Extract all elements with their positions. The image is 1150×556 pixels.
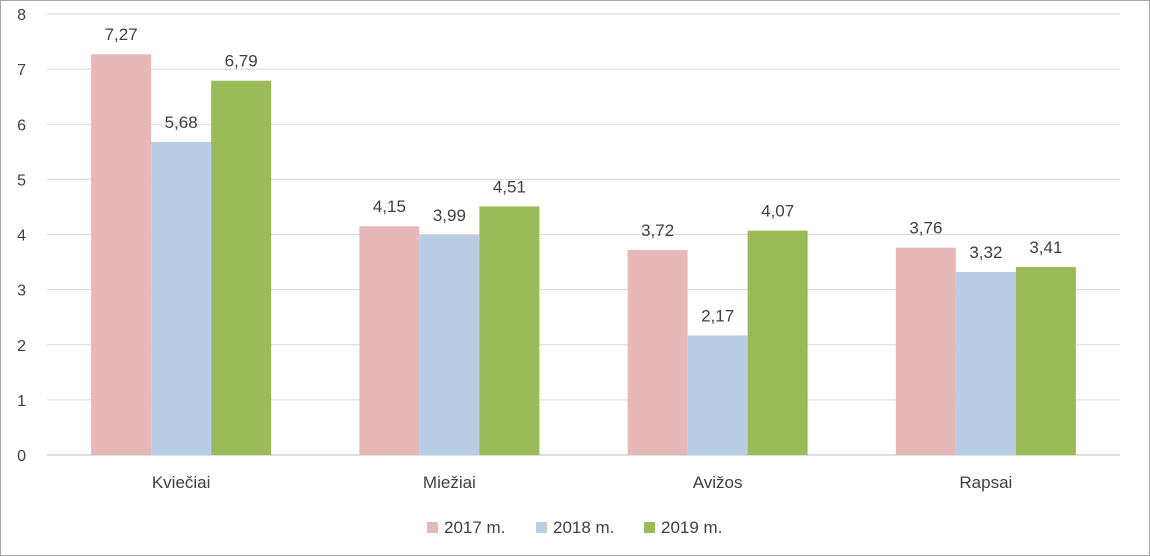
y-tick-label: 1 bbox=[17, 393, 26, 410]
bars: 7,27 5,68 6,79 4,15 3,99 4,51 3,72 2,17 4,07 3,76… bbox=[91, 25, 1076, 456]
category-label: Kviečiai bbox=[152, 473, 211, 492]
y-tick-label: 0 bbox=[17, 448, 26, 465]
y-tick-label: 4 bbox=[17, 228, 26, 245]
legend-label: 2018 m. bbox=[553, 518, 614, 537]
legend-label: 2017 m. bbox=[444, 518, 505, 537]
category-label: Avižos bbox=[693, 473, 743, 492]
data-label: 4,15 bbox=[373, 197, 406, 216]
bar-2018-m-1 bbox=[151, 141, 212, 455]
bar-2017-m-3 bbox=[627, 249, 688, 455]
y-tick-label: 7 bbox=[17, 62, 26, 79]
data-label: 3,99 bbox=[433, 206, 466, 225]
legend-swatch bbox=[536, 522, 547, 533]
bar-2019-m-3 bbox=[747, 230, 808, 455]
y-tick-label: 5 bbox=[17, 172, 26, 189]
data-label: 6,79 bbox=[225, 52, 258, 71]
y-tick-label: 3 bbox=[17, 283, 26, 300]
data-label: 7,27 bbox=[105, 25, 138, 44]
bar-2019-m-4 bbox=[1015, 267, 1076, 455]
data-label: 5,68 bbox=[165, 113, 198, 132]
y-axis: 0 1 2 3 4 5 6 7 8 bbox=[17, 7, 26, 465]
legend-swatch bbox=[644, 522, 655, 533]
bar-2017-m-1 bbox=[91, 54, 152, 456]
data-label: 4,51 bbox=[493, 177, 526, 196]
bar-2018-m-4 bbox=[955, 271, 1016, 455]
data-label: 2,17 bbox=[701, 306, 734, 325]
category-label: Rapsai bbox=[959, 473, 1012, 492]
category-label: Miežiai bbox=[423, 473, 476, 492]
bar-2017-m-4 bbox=[895, 247, 956, 455]
legend-swatch bbox=[427, 522, 438, 533]
data-label: 3,41 bbox=[1029, 238, 1062, 257]
x-axis: Kviečiai Miežiai Avižos Rapsai bbox=[152, 473, 1013, 492]
bar-2019-m-2 bbox=[479, 206, 540, 455]
data-label: 3,32 bbox=[969, 243, 1002, 262]
legend: 2017 m. 2018 m. 2019 m. bbox=[427, 518, 722, 537]
bar-2017-m-2 bbox=[359, 226, 420, 455]
bar-2018-m-3 bbox=[687, 335, 748, 455]
data-label: 3,72 bbox=[641, 221, 674, 240]
y-tick-label: 8 bbox=[17, 7, 26, 24]
y-tick-label: 2 bbox=[17, 338, 26, 355]
y-tick-label: 6 bbox=[17, 117, 26, 134]
bar-2019-m-1 bbox=[211, 80, 272, 456]
bar-2018-m-2 bbox=[419, 235, 480, 455]
legend-label: 2019 m. bbox=[661, 518, 722, 537]
data-label: 4,07 bbox=[761, 202, 794, 221]
data-label: 3,76 bbox=[909, 219, 942, 238]
